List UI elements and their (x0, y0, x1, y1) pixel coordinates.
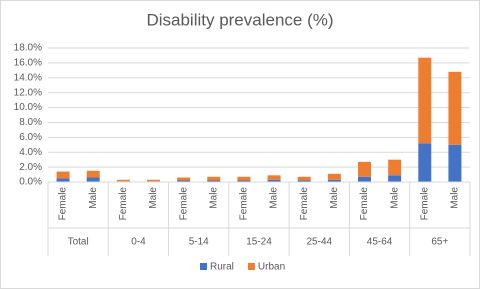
bar-segment (116, 179, 130, 182)
group-label: 25-44 (306, 237, 332, 248)
x-tick-label: Female (419, 187, 430, 221)
legend-label: Rural (210, 262, 234, 273)
bar-segment (207, 176, 221, 181)
bar-segment (418, 143, 432, 182)
x-tick-label: Male (329, 187, 340, 209)
group-label: 0-4 (131, 237, 146, 248)
group-label: 5-14 (189, 237, 209, 248)
x-tick-label: Male (389, 187, 400, 209)
y-tick-label: 18.0% (14, 43, 42, 54)
bar-segment (418, 57, 432, 144)
x-tick-label: Male (148, 187, 159, 209)
y-tick-label: 12.0% (14, 87, 42, 98)
bar-segment (327, 173, 341, 180)
x-tick-label: Female (178, 187, 189, 221)
group-label: 15-24 (246, 237, 272, 248)
bar-segment (237, 180, 251, 182)
group-label: 65+ (431, 237, 448, 248)
bar-segment (267, 179, 281, 182)
bar-segment (388, 175, 402, 182)
x-tick-label: Female (239, 187, 250, 221)
y-tick-label: 16.0% (14, 58, 42, 69)
x-tick-label: Male (208, 187, 219, 209)
bar-segment (56, 178, 70, 182)
group-label: Total (68, 237, 89, 248)
x-tick-label: Male (88, 187, 99, 209)
bar-segment (207, 180, 221, 182)
bar-segment (448, 144, 462, 182)
x-tick-label: Male (269, 187, 280, 209)
y-tick-label: 6.0% (19, 132, 42, 143)
bar-segment (388, 159, 402, 176)
bar-segment (327, 179, 341, 182)
y-tick-label: 10.0% (14, 102, 42, 113)
bar-segment (56, 171, 70, 179)
bar-segment (267, 175, 281, 180)
group-label: 45-64 (367, 237, 393, 248)
x-tick-label: Female (299, 187, 310, 221)
bar-segment (237, 176, 251, 181)
x-tick-label: Female (118, 187, 129, 221)
legend-swatch (247, 263, 255, 270)
bar-segment (297, 176, 311, 181)
bar-segment (358, 161, 371, 177)
y-tick-label: 8.0% (19, 117, 42, 128)
bar-segment (358, 176, 371, 182)
x-tick-label: Male (450, 187, 461, 209)
x-tick-label: Female (58, 187, 69, 221)
bar-segment (177, 180, 191, 182)
y-tick-label: 14.0% (14, 72, 42, 83)
bar-segment (86, 170, 100, 178)
y-tick-label: 0.0% (19, 177, 42, 188)
bar-segment (86, 177, 100, 182)
bar-segment (177, 177, 191, 181)
bar-segment (297, 180, 311, 182)
legend-swatch (200, 263, 207, 270)
bar-segment (448, 71, 462, 145)
bar-segment (147, 179, 160, 182)
y-tick-label: 4.0% (19, 147, 42, 158)
x-tick-label: Female (359, 187, 370, 221)
legend-label: Urban (258, 262, 285, 273)
y-tick-label: 2.0% (19, 162, 42, 173)
chart-title: Disability prevalence (%) (146, 10, 333, 29)
